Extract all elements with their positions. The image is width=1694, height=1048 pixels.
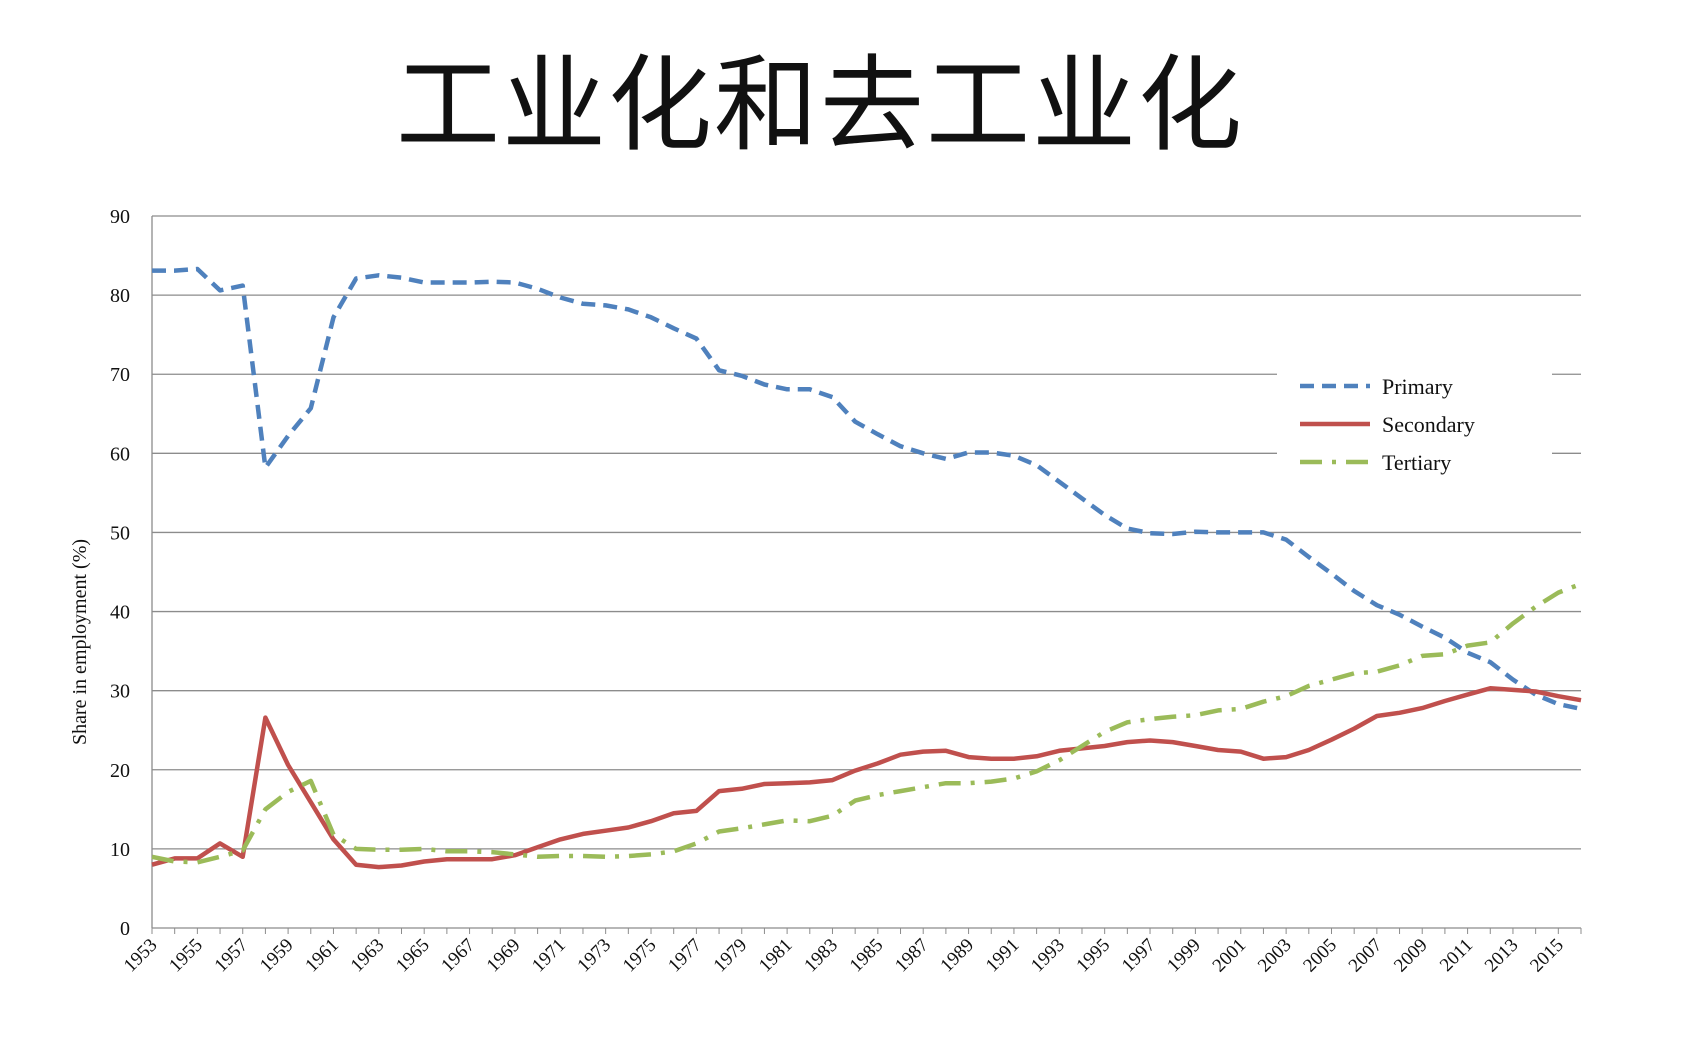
x-tick-label: 1973 [573, 935, 615, 977]
x-tick-label: 1993 [1027, 935, 1069, 977]
x-tick-labels: 1953 1955 1957 1959 1961 1963 1965 1967 1969 1971… [120, 935, 1568, 977]
x-tick-label: 2011 [1436, 935, 1477, 976]
x-tick-label: 1967 [437, 935, 479, 977]
x-tick-label: 1985 [846, 935, 888, 977]
y-axis-label: Share in employment (%) [69, 539, 91, 745]
axes [151, 216, 1582, 934]
x-tick-label: 1995 [1072, 935, 1114, 977]
y-tick-label: 0 [120, 918, 130, 940]
y-tick-label: 90 [110, 206, 130, 228]
x-tick-label: 2009 [1390, 935, 1432, 977]
x-tick-label: 1975 [619, 935, 661, 977]
y-tick-label: 20 [110, 760, 130, 782]
x-tick-label: 1965 [392, 935, 434, 977]
y-tick-label: 70 [110, 364, 130, 386]
x-tick-label: 1989 [936, 935, 978, 977]
y-tick-label: 30 [110, 681, 130, 703]
x-tick-label: 1957 [211, 935, 253, 977]
y-tick-labels: 0 10 20 30 40 50 60 70 80 90 [110, 206, 130, 940]
legend-label-tertiary: Tertiary [1382, 450, 1451, 475]
legend-label-primary: Primary [1382, 374, 1453, 399]
x-tick-label: 1987 [891, 935, 933, 977]
x-tick-label: 2013 [1481, 935, 1523, 977]
y-tick-label: 80 [110, 285, 130, 307]
series-lines [151, 266, 1582, 870]
y-tick-label: 10 [110, 839, 130, 861]
slide-title: 工业化和去工业化 [395, 44, 1244, 166]
x-tick-label: 1999 [1163, 935, 1205, 977]
x-tick-label: 2005 [1299, 935, 1341, 977]
x-tick-label: 2015 [1526, 935, 1568, 977]
x-tick-label: 1953 [120, 935, 162, 977]
x-tick-label: 1971 [528, 935, 570, 977]
x-tick-label: 2007 [1345, 935, 1387, 977]
x-tick-label: 1983 [800, 935, 842, 977]
x-tick-label: 1991 [982, 935, 1024, 977]
y-tick-label: 50 [110, 522, 130, 544]
series-line-tertiary [151, 581, 1582, 865]
x-tick-label: 1981 [755, 935, 797, 977]
x-tick-label: 1977 [664, 935, 706, 977]
x-tick-label: 2001 [1209, 935, 1251, 977]
y-tick-label: 60 [110, 443, 130, 465]
x-tick-label: 1979 [710, 935, 752, 977]
x-tick-label: 1969 [483, 935, 525, 977]
y-tick-label: 40 [110, 602, 130, 624]
series-line-primary [152, 266, 1582, 712]
x-tick-label: 1961 [301, 935, 343, 977]
x-tick-label: 1959 [256, 935, 298, 977]
x-tick-label: 1997 [1118, 935, 1160, 977]
x-tick-label: 2003 [1254, 935, 1296, 977]
series-line-secondary [151, 686, 1582, 870]
x-tick-label: 1963 [347, 935, 389, 977]
legend: Primary Secondary Tertiary [1277, 364, 1552, 484]
gridlines [152, 215, 1581, 850]
legend-label-secondary: Secondary [1382, 412, 1475, 437]
x-tick-label: 1955 [165, 935, 207, 977]
